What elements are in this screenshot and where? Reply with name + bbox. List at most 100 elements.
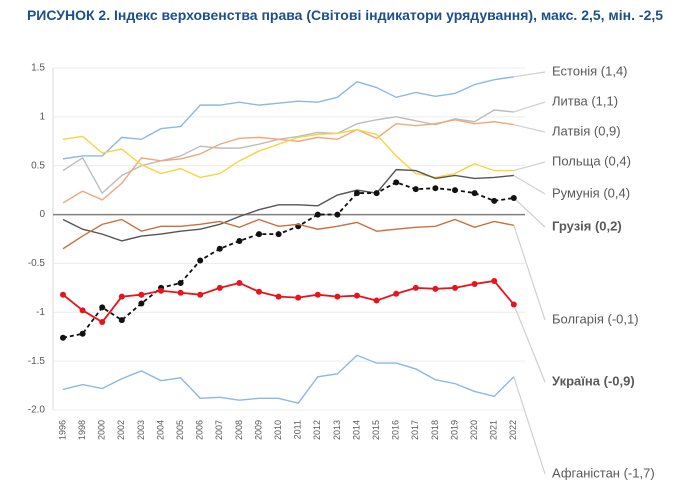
leader-line xyxy=(513,174,546,195)
legend-label: Естонія (1,4) xyxy=(552,63,628,78)
point xyxy=(471,190,478,197)
point xyxy=(432,185,439,192)
y-tick-label: 1 xyxy=(39,111,45,122)
point xyxy=(510,301,517,308)
x-tick-label: 2019 xyxy=(449,420,459,440)
point xyxy=(393,179,400,186)
x-tick-label: 2022 xyxy=(508,420,518,440)
legend-label: Грузія (0,2) xyxy=(552,218,622,233)
legend-label: Афганістан (-1,7) xyxy=(552,465,655,480)
point xyxy=(118,317,125,324)
series-line xyxy=(62,109,514,195)
point xyxy=(79,307,86,314)
point xyxy=(138,291,145,298)
x-tick-label: 2012 xyxy=(312,420,322,440)
point xyxy=(118,293,125,300)
point xyxy=(158,287,164,294)
x-tick-label: 2015 xyxy=(371,420,381,440)
point xyxy=(314,291,321,298)
point xyxy=(295,294,302,301)
point xyxy=(256,231,262,238)
x-tick-label: 1998 xyxy=(77,420,87,440)
point xyxy=(452,284,458,291)
point xyxy=(471,280,478,287)
series-line xyxy=(62,218,514,250)
point xyxy=(177,279,184,286)
point xyxy=(236,237,243,244)
y-tick-label: -2.0 xyxy=(28,405,46,416)
point xyxy=(314,211,321,218)
point xyxy=(79,330,86,337)
leader-line xyxy=(513,101,546,113)
point xyxy=(373,297,380,304)
y-tick-label: -1 xyxy=(36,307,45,318)
legend-label: Литва (1,1) xyxy=(552,93,618,108)
x-tick-label: 2021 xyxy=(489,420,499,440)
x-tick-label: 2004 xyxy=(155,420,165,440)
legend-label: Болгарія (-0,1) xyxy=(552,311,639,326)
x-tick-label: 2000 xyxy=(97,420,107,440)
x-tick-label: 2005 xyxy=(175,420,185,440)
x-tick-label: 2011 xyxy=(293,420,303,439)
x-tick-label: 2009 xyxy=(253,420,263,440)
point xyxy=(412,284,419,291)
x-tick-label: 2003 xyxy=(136,420,146,440)
series-line xyxy=(62,280,515,324)
point xyxy=(216,245,223,252)
point xyxy=(216,284,223,291)
point xyxy=(197,291,204,298)
point xyxy=(60,291,66,298)
legend-label: Румунія (0,4) xyxy=(552,185,630,200)
leader-line xyxy=(513,376,546,475)
legend-label: Латвія (0,9) xyxy=(552,123,621,138)
point xyxy=(393,290,400,297)
point xyxy=(452,187,458,194)
leader-line xyxy=(513,161,546,172)
series-line xyxy=(62,181,514,339)
point xyxy=(275,293,282,300)
y-tick-label: 0 xyxy=(39,209,45,220)
x-tick-label: 2018 xyxy=(430,420,440,440)
x-tick-label: 2014 xyxy=(351,420,361,440)
x-tick-label: 2008 xyxy=(234,420,244,440)
x-tick-label: 2002 xyxy=(116,420,126,440)
point xyxy=(177,289,184,296)
point xyxy=(99,304,106,311)
series-line xyxy=(62,168,514,242)
point xyxy=(354,292,360,299)
point xyxy=(412,186,419,193)
point xyxy=(354,190,360,197)
y-tick-label: -0.5 xyxy=(28,258,46,269)
point xyxy=(432,285,439,292)
x-tick-label: 2010 xyxy=(273,420,283,440)
x-tick-label: 2016 xyxy=(391,420,401,440)
point xyxy=(373,190,380,197)
x-tick-label: 2017 xyxy=(410,420,420,440)
point xyxy=(491,278,498,285)
point xyxy=(60,334,66,341)
series-line xyxy=(62,119,514,204)
leader-line xyxy=(513,225,546,321)
x-tick-label: 2006 xyxy=(195,420,205,440)
leader-line xyxy=(513,71,546,78)
point xyxy=(334,211,341,218)
leader-line xyxy=(513,197,546,228)
point xyxy=(510,194,517,201)
y-tick-label: -1.5 xyxy=(28,356,46,367)
point xyxy=(197,257,204,264)
leader-line xyxy=(513,304,546,383)
point xyxy=(334,293,341,300)
x-tick-label: 1996 xyxy=(57,420,67,440)
chart-title: РИСУНОК 2. Індекс верховенства права (Св… xyxy=(26,7,664,23)
point xyxy=(138,300,145,307)
legend-label: Польща (0,4) xyxy=(552,153,631,168)
point xyxy=(99,319,106,326)
x-tick-label: 2020 xyxy=(469,420,479,440)
legend-label: Україна (-0,9) xyxy=(552,373,635,388)
point xyxy=(256,288,262,295)
series-line xyxy=(62,354,515,404)
x-tick-label: 2013 xyxy=(332,420,342,440)
leader-line xyxy=(513,124,546,133)
